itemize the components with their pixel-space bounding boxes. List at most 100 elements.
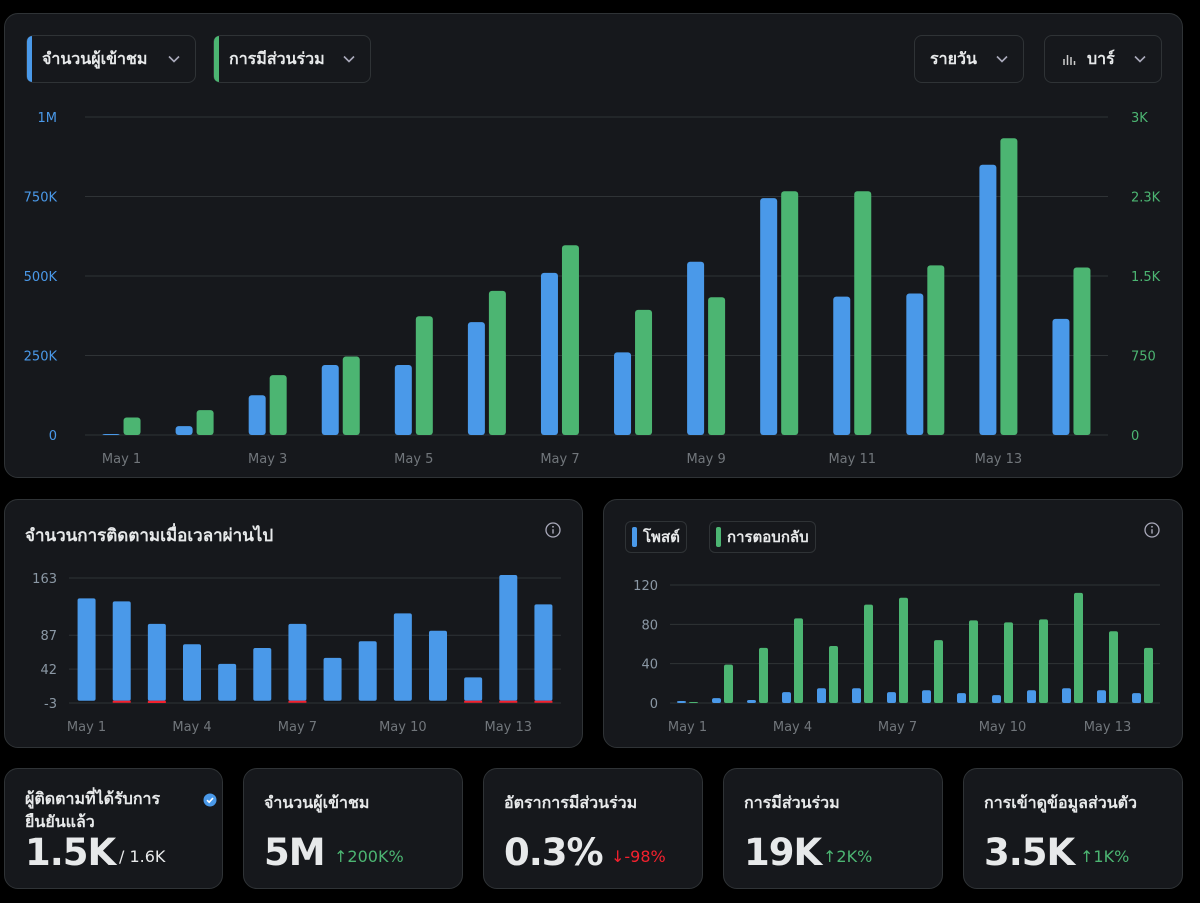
chart-type-selector[interactable]: บาร์ [1044,35,1162,83]
metric-2-selector[interactable]: การมีส่วนร่วม [213,35,371,83]
bar-engagements [269,375,287,435]
info-icon[interactable] [545,522,561,538]
bar-views [906,293,924,435]
bar-replies [689,702,698,704]
legend-replies[interactable]: การตอบกลับ [709,521,816,553]
x-tick-label: May 1 [67,720,106,735]
x-tick-label: May 13 [975,452,1023,467]
y-tick-label: 0 [650,697,658,712]
stat-label: อัตราการมีส่วนร่วม [504,793,638,812]
stat-card-verified-followers: ผู้ติดตามที่ได้รับการยืนยันแล้ว 1.5K / 1… [4,768,223,889]
chevron-down-icon [343,55,355,63]
x-tick-label: May 7 [878,720,917,735]
replies-card: โพสต์ การตอบกลับ 0 40 80 120 May 1 May 4 May 7… [603,499,1183,748]
stat-delta: ↑200K% [334,847,404,866]
bar-posts [1027,690,1036,703]
stat-label: จำนวนผู้เข้าชม [264,793,370,812]
bar-engagements [854,191,872,435]
metric-1-selector[interactable]: จำนวนผู้เข้าชม [26,35,196,83]
bar-posts [747,700,756,703]
bar-followers-lost [147,700,166,703]
x-tick-label: May 7 [540,452,579,467]
bar-followers-gained [393,613,412,701]
bar-engagements [781,191,799,435]
metric-2-label: การมีส่วนร่วม [229,48,325,68]
stat-sub-value: / 1.6K [119,847,166,866]
bar-followers-gained [499,574,518,701]
x-tick-label: May 13 [485,720,533,735]
period-selector[interactable]: รายวัน [914,35,1024,83]
y-right-tick-label: 0 [1131,429,1139,444]
chevron-down-icon [168,55,180,63]
bar-views [540,272,558,435]
bar-replies [794,618,803,703]
y-tick-label: 80 [641,618,658,633]
legend-posts[interactable]: โพสต์ [625,521,687,553]
bar-followers-lost [288,700,307,703]
bar-engagements [927,265,945,435]
bar-followers-gained [323,657,342,701]
stat-value: 1.5K [25,831,116,874]
verified-badge-icon [203,793,217,807]
bar-replies [1074,592,1083,703]
legend-replies-label: การตอบกลับ [727,528,809,546]
bar-engagements [561,245,579,435]
y-left-tick-label: 0 [49,429,57,444]
y-left-tick-label: 750K [24,191,58,206]
bar-posts [1097,690,1106,703]
bar-followers-gained [183,644,201,701]
bar-engagements [1073,267,1091,435]
main-chart-card: จำนวนผู้เข้าชม การมีส่วนร่วม รายวัน บาร์… [4,13,1183,478]
period-label: รายวัน [930,48,977,68]
bar-followers-gained [218,663,237,701]
stat-label: ผู้ติดตามที่ได้รับการยืนยันแล้ว [25,789,161,831]
bar-replies [829,645,838,703]
bar-views [760,198,778,435]
bar-views [321,365,339,435]
y-left-tick-label: 500K [24,270,58,285]
y-right-tick-label: 1.5K [1131,270,1161,285]
y-right-tick-label: 3K [1131,111,1148,126]
stat-delta: ↑2K% [823,847,873,866]
chevron-down-icon [1134,55,1146,63]
chart-type-label: บาร์ [1087,48,1115,68]
stat-card-profile-visits: การเข้าดูข้อมูลส่วนตัว 3.5K ↑1K% [963,768,1183,889]
bar-followers-gained [429,630,447,701]
y-right-tick-label: 2.3K [1131,191,1161,206]
x-tick-label: May 9 [686,452,725,467]
bar-followers-gained [112,601,131,701]
x-tick-label: May 3 [248,452,287,467]
x-tick-label: May 7 [278,720,317,735]
stat-label: การเข้าดูข้อมูลส่วนตัว [984,793,1138,812]
bar-posts [1062,688,1071,703]
legend-posts-label: โพสต์ [643,528,680,546]
bar-chart-icon [1063,55,1076,65]
y-tick-label: 163 [32,572,57,587]
followers-card-title: จำนวนการติดตามเมื่อเวลาผ่านไป [25,526,274,546]
y-left-tick-label: 1M [38,111,58,126]
stat-card-engagements: การมีส่วนร่วม 19K ↑2K% [723,768,943,889]
bar-followers-lost [499,700,518,703]
bar-replies [724,664,733,703]
chevron-down-icon [996,55,1008,63]
bar-engagements [635,309,653,435]
info-icon[interactable] [1144,522,1160,538]
y-right-tick-label: 750 [1131,350,1156,365]
bar-followers-gained [77,598,96,701]
x-tick-label: May 10 [379,720,427,735]
y-tick-label: 42 [40,663,57,678]
stat-value: 3.5K [984,831,1075,874]
stat-delta: ↑1K% [1080,847,1130,866]
bar-views [467,322,485,435]
replies-bar-chart: 0 40 80 120 May 1 May 4 May 7 May 10 May 13 [633,579,1160,735]
bar-posts [957,693,966,703]
bar-replies [1144,647,1153,703]
bar-followers-lost [112,700,131,703]
y-left-tick-label: 250K [24,350,58,365]
bar-replies [759,647,768,703]
bar-views [979,164,997,435]
followers-bar-chart: -3 42 87 163 May 1 May 4 May 7 May 10 May 13 [32,572,561,735]
bar-replies [1039,619,1048,703]
bar-views [614,352,632,435]
bar-replies [1109,631,1118,703]
